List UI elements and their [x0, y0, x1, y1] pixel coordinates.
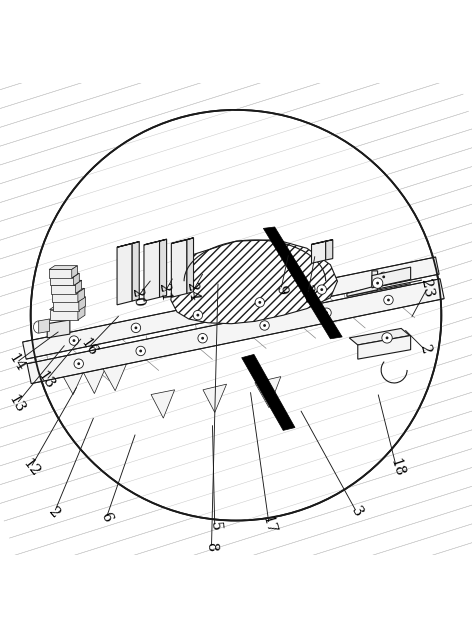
Polygon shape	[187, 238, 194, 293]
Polygon shape	[49, 269, 72, 278]
Text: 23: 23	[419, 278, 436, 299]
Text: 8: 8	[204, 543, 219, 553]
Text: 3: 3	[348, 504, 365, 519]
Polygon shape	[74, 273, 79, 285]
Polygon shape	[79, 297, 85, 311]
Polygon shape	[144, 239, 167, 245]
Circle shape	[317, 285, 327, 294]
Text: 16: 16	[78, 336, 100, 359]
Polygon shape	[39, 319, 50, 333]
Text: 24: 24	[185, 281, 201, 302]
Circle shape	[263, 324, 266, 327]
Circle shape	[74, 359, 84, 368]
Polygon shape	[103, 364, 126, 390]
Circle shape	[198, 334, 207, 343]
Text: 17: 17	[260, 514, 278, 535]
Text: 22: 22	[299, 284, 316, 305]
Text: 5: 5	[207, 521, 222, 532]
Circle shape	[382, 332, 392, 343]
Polygon shape	[78, 288, 84, 302]
Polygon shape	[51, 285, 76, 293]
Polygon shape	[53, 297, 85, 301]
Text: 2: 2	[46, 505, 63, 521]
Polygon shape	[117, 242, 139, 248]
Text: 13: 13	[6, 392, 27, 415]
Text: 2: 2	[417, 343, 433, 356]
Polygon shape	[50, 305, 85, 309]
Circle shape	[69, 336, 79, 345]
Circle shape	[201, 337, 204, 339]
Circle shape	[322, 308, 331, 318]
Polygon shape	[49, 265, 77, 269]
Circle shape	[372, 278, 383, 288]
Polygon shape	[242, 354, 295, 431]
Polygon shape	[171, 240, 187, 297]
Polygon shape	[263, 227, 342, 339]
Circle shape	[31, 110, 441, 521]
Circle shape	[258, 301, 261, 304]
Text: 13: 13	[35, 369, 57, 392]
Polygon shape	[117, 244, 132, 305]
Circle shape	[77, 362, 80, 365]
Text: 6: 6	[98, 511, 114, 525]
Circle shape	[193, 311, 202, 320]
Polygon shape	[72, 265, 77, 278]
Circle shape	[386, 336, 388, 339]
Polygon shape	[53, 301, 79, 311]
Text: 21: 21	[156, 283, 172, 303]
Polygon shape	[255, 376, 281, 408]
Circle shape	[382, 276, 385, 278]
Circle shape	[131, 323, 141, 332]
Polygon shape	[160, 239, 167, 297]
Polygon shape	[349, 329, 410, 345]
Polygon shape	[372, 267, 411, 288]
Polygon shape	[50, 309, 78, 320]
Polygon shape	[171, 240, 337, 323]
Polygon shape	[47, 320, 70, 338]
Circle shape	[387, 299, 390, 301]
Polygon shape	[51, 280, 82, 285]
Circle shape	[379, 272, 388, 281]
Polygon shape	[132, 242, 139, 301]
Polygon shape	[171, 238, 194, 244]
Circle shape	[73, 339, 76, 342]
Text: 12: 12	[19, 456, 42, 479]
Circle shape	[320, 288, 323, 291]
Circle shape	[384, 295, 393, 305]
Polygon shape	[312, 240, 333, 244]
Circle shape	[255, 298, 264, 307]
Polygon shape	[76, 280, 82, 293]
Polygon shape	[312, 241, 326, 263]
Polygon shape	[52, 288, 84, 293]
Polygon shape	[358, 336, 411, 359]
Polygon shape	[23, 257, 439, 359]
Polygon shape	[326, 240, 333, 260]
Text: 9: 9	[273, 284, 288, 295]
Polygon shape	[83, 366, 106, 394]
Polygon shape	[347, 271, 378, 296]
Text: 20: 20	[129, 288, 145, 308]
Polygon shape	[144, 241, 160, 301]
Circle shape	[376, 282, 379, 285]
Polygon shape	[78, 305, 85, 320]
Circle shape	[260, 321, 270, 330]
Circle shape	[135, 327, 137, 329]
Polygon shape	[50, 277, 74, 285]
Text: 18: 18	[387, 457, 406, 478]
Circle shape	[196, 314, 199, 316]
Polygon shape	[50, 273, 79, 277]
Circle shape	[136, 346, 145, 356]
Circle shape	[139, 350, 142, 352]
Polygon shape	[52, 293, 78, 302]
Polygon shape	[27, 279, 444, 383]
Polygon shape	[61, 369, 85, 394]
Circle shape	[325, 311, 328, 314]
Polygon shape	[203, 384, 227, 412]
Text: 14: 14	[6, 351, 27, 374]
Polygon shape	[151, 390, 175, 418]
